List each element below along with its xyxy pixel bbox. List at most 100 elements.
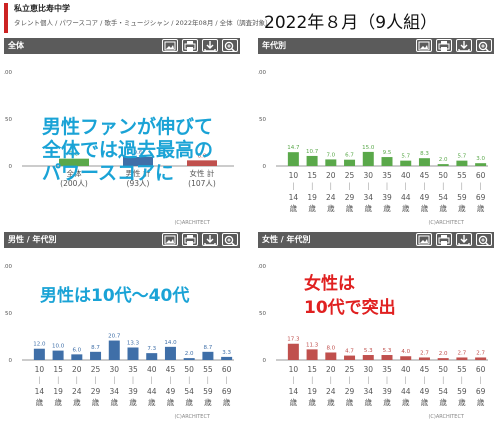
panel-header: 女性 / 年代別 bbox=[258, 232, 494, 248]
x-tick-label: 15 bbox=[307, 171, 317, 180]
x-tick-label: 69 bbox=[476, 387, 486, 396]
x-tick-label: 歳 bbox=[421, 397, 429, 407]
x-tick-label: 45 bbox=[420, 171, 430, 180]
x-tick-label: ｜ bbox=[439, 182, 447, 191]
panel-header: 年代別 bbox=[258, 38, 494, 54]
x-tick-label: 歳 bbox=[327, 397, 335, 407]
data-label: 7.0 bbox=[326, 152, 335, 158]
data-label: 7.8 bbox=[70, 152, 79, 158]
breadcrumb: タレント個人 / パワースコア / 歌手・ミュージシャン / 2022年08月 … bbox=[14, 19, 272, 27]
x-tick-label: ｜ bbox=[402, 376, 410, 385]
x-tick-label: ｜ bbox=[185, 376, 193, 385]
bar bbox=[71, 354, 83, 360]
bar bbox=[108, 340, 120, 360]
print-icon[interactable] bbox=[182, 39, 198, 52]
x-tick-label: 29 bbox=[345, 193, 355, 202]
data-label: 11.3 bbox=[306, 342, 319, 348]
x-tick-label: 44 bbox=[401, 387, 411, 396]
data-label: 8.7 bbox=[204, 345, 213, 351]
x-tick-label: ｜ bbox=[477, 376, 485, 385]
data-label: 4.7 bbox=[345, 349, 354, 355]
chart-panel: 男性 / 年代別05010012.010｜14歳10.015｜19歳6.020｜… bbox=[4, 232, 240, 422]
annotation-overlay: 男性ファンが伸びて 全体では過去最高の パワースコアに bbox=[42, 116, 213, 185]
x-tick-label: 24 bbox=[72, 387, 82, 396]
x-tick-label: 34 bbox=[109, 387, 119, 396]
zoom-icon[interactable] bbox=[476, 39, 492, 52]
x-tick-label: 35 bbox=[128, 365, 138, 374]
x-tick-label: ｜ bbox=[346, 376, 354, 385]
image-icon[interactable] bbox=[162, 233, 178, 246]
print-icon[interactable] bbox=[436, 39, 452, 52]
x-tick-label: 60 bbox=[222, 365, 232, 374]
image-icon[interactable] bbox=[162, 39, 178, 52]
x-tick-label: 24 bbox=[326, 193, 336, 202]
x-tick-label: 40 bbox=[401, 365, 411, 374]
panel-toolbar bbox=[416, 233, 492, 246]
x-tick-label: ｜ bbox=[365, 182, 373, 191]
x-tick-label: (93人) bbox=[127, 179, 150, 188]
x-tick-label: 59 bbox=[457, 193, 467, 202]
x-tick-label: 49 bbox=[420, 193, 430, 202]
x-tick-label: ｜ bbox=[402, 182, 410, 191]
data-label: 4.0 bbox=[401, 349, 410, 355]
panel-header: 男性 / 年代別 bbox=[4, 232, 240, 248]
x-tick-label: 男性 計 bbox=[126, 168, 151, 178]
x-tick-label: 59 bbox=[203, 387, 213, 396]
download-icon[interactable] bbox=[456, 39, 472, 52]
bar bbox=[127, 347, 139, 360]
download-icon[interactable] bbox=[456, 233, 472, 246]
talent-name: 私立恵比寿中学 bbox=[14, 4, 70, 13]
x-tick-label: ｜ bbox=[129, 376, 137, 385]
y-tick-label: 50 bbox=[259, 117, 266, 123]
chart-panel: 女性 / 年代別05010017.310｜14歳11.315｜19歳8.020｜… bbox=[258, 232, 494, 422]
annotation-overlay: 女性は 10代で突出 bbox=[304, 272, 396, 320]
annotation-line: 全体では過去最高の bbox=[42, 139, 214, 161]
x-tick-label: ｜ bbox=[54, 376, 62, 385]
x-tick-label: 歳 bbox=[365, 203, 373, 213]
x-tick-label: 45 bbox=[166, 365, 176, 374]
x-tick-label: 10 bbox=[35, 365, 45, 374]
print-icon[interactable] bbox=[182, 233, 198, 246]
x-tick-label: 39 bbox=[382, 387, 392, 396]
x-tick-label: 歳 bbox=[346, 397, 354, 407]
x-tick-label: 34 bbox=[363, 193, 373, 202]
x-tick-label: 歳 bbox=[290, 397, 298, 407]
annotation-line: 男性は10代～40代 bbox=[40, 286, 190, 306]
bar bbox=[33, 348, 45, 360]
download-icon[interactable] bbox=[202, 39, 218, 52]
zoom-icon[interactable] bbox=[222, 39, 238, 52]
print-icon[interactable] bbox=[436, 233, 452, 246]
zoom-icon[interactable] bbox=[476, 233, 492, 246]
bar bbox=[202, 351, 214, 360]
x-tick-label: 50 bbox=[438, 171, 448, 180]
panel-title: 年代別 bbox=[262, 41, 286, 50]
bar bbox=[456, 160, 468, 166]
image-icon[interactable] bbox=[416, 39, 432, 52]
bar bbox=[123, 156, 153, 166]
x-tick-label: 歳 bbox=[477, 397, 485, 407]
x-tick-label: 14 bbox=[289, 193, 299, 202]
data-label: 15.0 bbox=[362, 145, 375, 151]
x-tick-label: 歳 bbox=[54, 397, 62, 407]
x-tick-label: 54 bbox=[438, 193, 448, 202]
download-icon[interactable] bbox=[202, 233, 218, 246]
y-tick-label: 50 bbox=[259, 311, 266, 317]
x-tick-label: ｜ bbox=[204, 376, 212, 385]
x-tick-label: ｜ bbox=[458, 376, 466, 385]
x-tick-label: 60 bbox=[476, 171, 486, 180]
x-tick-label: (200人) bbox=[60, 179, 88, 188]
x-tick-label: 歳 bbox=[477, 203, 485, 213]
bar bbox=[344, 159, 356, 166]
x-tick-label: ｜ bbox=[421, 376, 429, 385]
zoom-icon[interactable] bbox=[222, 233, 238, 246]
image-icon[interactable] bbox=[416, 233, 432, 246]
x-tick-label: 19 bbox=[53, 387, 63, 396]
copyright-text: (C)ARCHITECT bbox=[428, 414, 464, 420]
x-tick-label: 歳 bbox=[204, 397, 212, 407]
bar bbox=[362, 355, 374, 360]
bar bbox=[437, 358, 449, 360]
x-tick-label: 歳 bbox=[402, 203, 410, 213]
x-tick-label: ｜ bbox=[36, 376, 44, 385]
x-tick-label: 歳 bbox=[73, 397, 81, 407]
data-label: 5.3 bbox=[364, 348, 373, 354]
